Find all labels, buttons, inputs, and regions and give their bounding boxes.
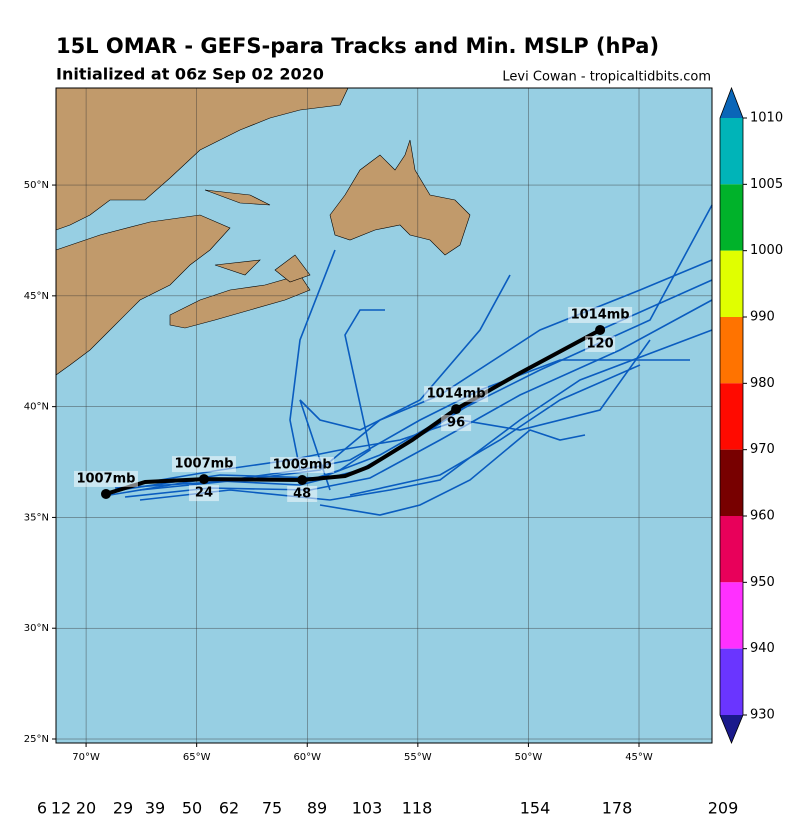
- colorbar-label: 980: [750, 376, 775, 391]
- colorbar-label: 950: [750, 575, 775, 590]
- hour-label: 96: [447, 416, 465, 431]
- x-tick-label: 50°W: [515, 752, 543, 763]
- x-tick-label: 70°W: [72, 752, 100, 763]
- colorbar-label: 930: [750, 708, 775, 723]
- footer-number: 75: [262, 799, 282, 818]
- label-box: [585, 335, 616, 352]
- pressure-label: 1007mb: [174, 457, 233, 472]
- pressure-label: 1007mb: [76, 471, 135, 486]
- footer-number: 118: [402, 799, 433, 818]
- hour-label: 120: [587, 336, 614, 351]
- colorbar-cap: [720, 715, 743, 743]
- y-tick-label: 45°N: [24, 291, 49, 302]
- y-tick-label: 50°N: [24, 180, 49, 191]
- footer-number: 12: [51, 799, 71, 818]
- x-tick-label: 55°W: [404, 752, 432, 763]
- footer-number: 20: [76, 799, 96, 818]
- label-box: [441, 415, 472, 432]
- colorbar-label: 1000: [750, 243, 783, 258]
- x-tick-label: 65°W: [183, 752, 211, 763]
- colorbar-label: 940: [750, 641, 775, 656]
- colorbar-segment: [720, 118, 743, 185]
- colorbar: 1010 1005 1000 990 980 970 960 950 940 930: [719, 86, 783, 745]
- map-frame: [55, 87, 713, 744]
- footer-number: 6: [37, 799, 47, 818]
- label-box: [568, 306, 633, 323]
- footer: 6 12 20 29 39 50 62 75 89 103 118 154 178 209: [37, 799, 738, 818]
- hour-label: 48: [293, 486, 311, 501]
- footer-number: 89: [307, 799, 327, 818]
- footer-number: 50: [182, 799, 202, 818]
- credit: Levi Cowan - tropicaltidbits.com: [502, 70, 711, 85]
- colorbar-segment: [720, 582, 743, 649]
- y-tick-label: 35°N: [24, 512, 49, 523]
- track-point: [100, 488, 111, 499]
- land: [55, 87, 471, 376]
- track-point: [451, 404, 462, 415]
- grid: [56, 88, 712, 743]
- label-box: [73, 470, 138, 487]
- subtitle: Initialized at 06z Sep 02 2020: [56, 65, 324, 84]
- colorbar-segment: [720, 648, 743, 715]
- colorbar-segment: [720, 449, 743, 516]
- y-tick-label: 30°N: [24, 623, 49, 634]
- colorbar-segment: [720, 516, 743, 583]
- pressure-label: 1009mb: [273, 457, 332, 472]
- y-tick-label: 40°N: [24, 402, 49, 413]
- track-point: [595, 324, 606, 335]
- footer-number: 154: [520, 799, 551, 818]
- track-point: [297, 474, 308, 485]
- y-tick-label: 25°N: [24, 734, 49, 745]
- colorbar-segment: [720, 317, 743, 384]
- colorbar-segment: [720, 184, 743, 251]
- x-tick-label: 45°W: [625, 752, 653, 763]
- hour-label: 24: [195, 486, 213, 501]
- x-tick-label: 60°W: [293, 752, 321, 763]
- footer-number: 209: [708, 799, 739, 818]
- footer-number: 29: [113, 799, 133, 818]
- label-box: [287, 485, 318, 502]
- track-point: [198, 474, 209, 485]
- footer-number: 103: [352, 799, 383, 818]
- colorbar-label: 1010: [750, 111, 783, 126]
- label-box: [270, 456, 335, 473]
- colorbar-segment: [720, 250, 743, 317]
- footer-number: 178: [602, 799, 633, 818]
- label-box: [171, 456, 236, 473]
- colorbar-label: 960: [750, 509, 775, 524]
- colorbar-label: 970: [750, 442, 775, 457]
- footer-number: 62: [219, 799, 239, 818]
- colorbar-label: 1005: [750, 177, 783, 192]
- mean-track: 1007mb 1007mb 24 1009mb 48 1014mb 96 1014mb 120: [73, 306, 633, 502]
- label-box: [188, 485, 219, 502]
- title: 15L OMAR - GEFS-para Tracks and Min. MSL…: [56, 34, 659, 58]
- pressure-label: 1014mb: [427, 387, 486, 402]
- colorbar-label: 990: [750, 310, 775, 325]
- label-box: [424, 386, 489, 403]
- colorbar-segment: [720, 383, 743, 450]
- pressure-label: 1014mb: [571, 307, 630, 322]
- colorbar-cap: [720, 88, 743, 118]
- footer-number: 39: [145, 799, 165, 818]
